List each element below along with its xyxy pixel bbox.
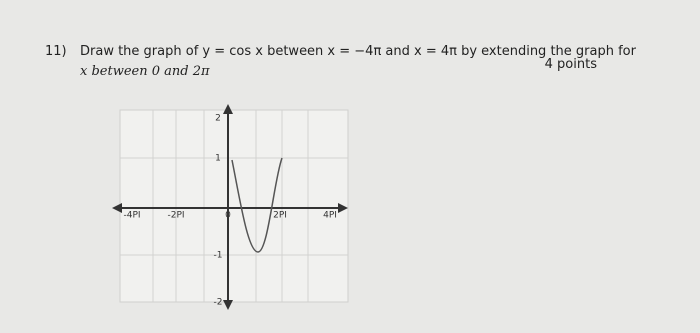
y-arrow: [223, 104, 233, 114]
y-label: 2: [215, 114, 221, 124]
x-label: 4PI: [323, 211, 337, 221]
graph: -4PI -2PI 0 2PI 4PI 2 1 -1 -2: [112, 104, 349, 310]
y-label: 1: [215, 154, 221, 164]
points: 4 points: [545, 57, 598, 72]
x-label: 0: [225, 211, 231, 221]
question-number: 11): [45, 44, 67, 59]
x-arrow: [112, 203, 122, 213]
y-label: -1: [214, 251, 223, 261]
y-label: -2: [214, 298, 223, 308]
y-arrow: [223, 300, 233, 310]
x-label: -4PI: [123, 211, 140, 221]
question-line: x between 0 and 2π: [80, 64, 210, 79]
graph-grid: [119, 109, 349, 303]
curve-sketch: [231, 157, 283, 253]
x-label: -2PI: [167, 211, 184, 221]
grid-lines: [120, 110, 348, 302]
x-arrow: [338, 203, 348, 213]
question-line: Draw the graph of y = cos x between x = …: [80, 44, 637, 59]
x-label: 2PI: [273, 211, 287, 221]
